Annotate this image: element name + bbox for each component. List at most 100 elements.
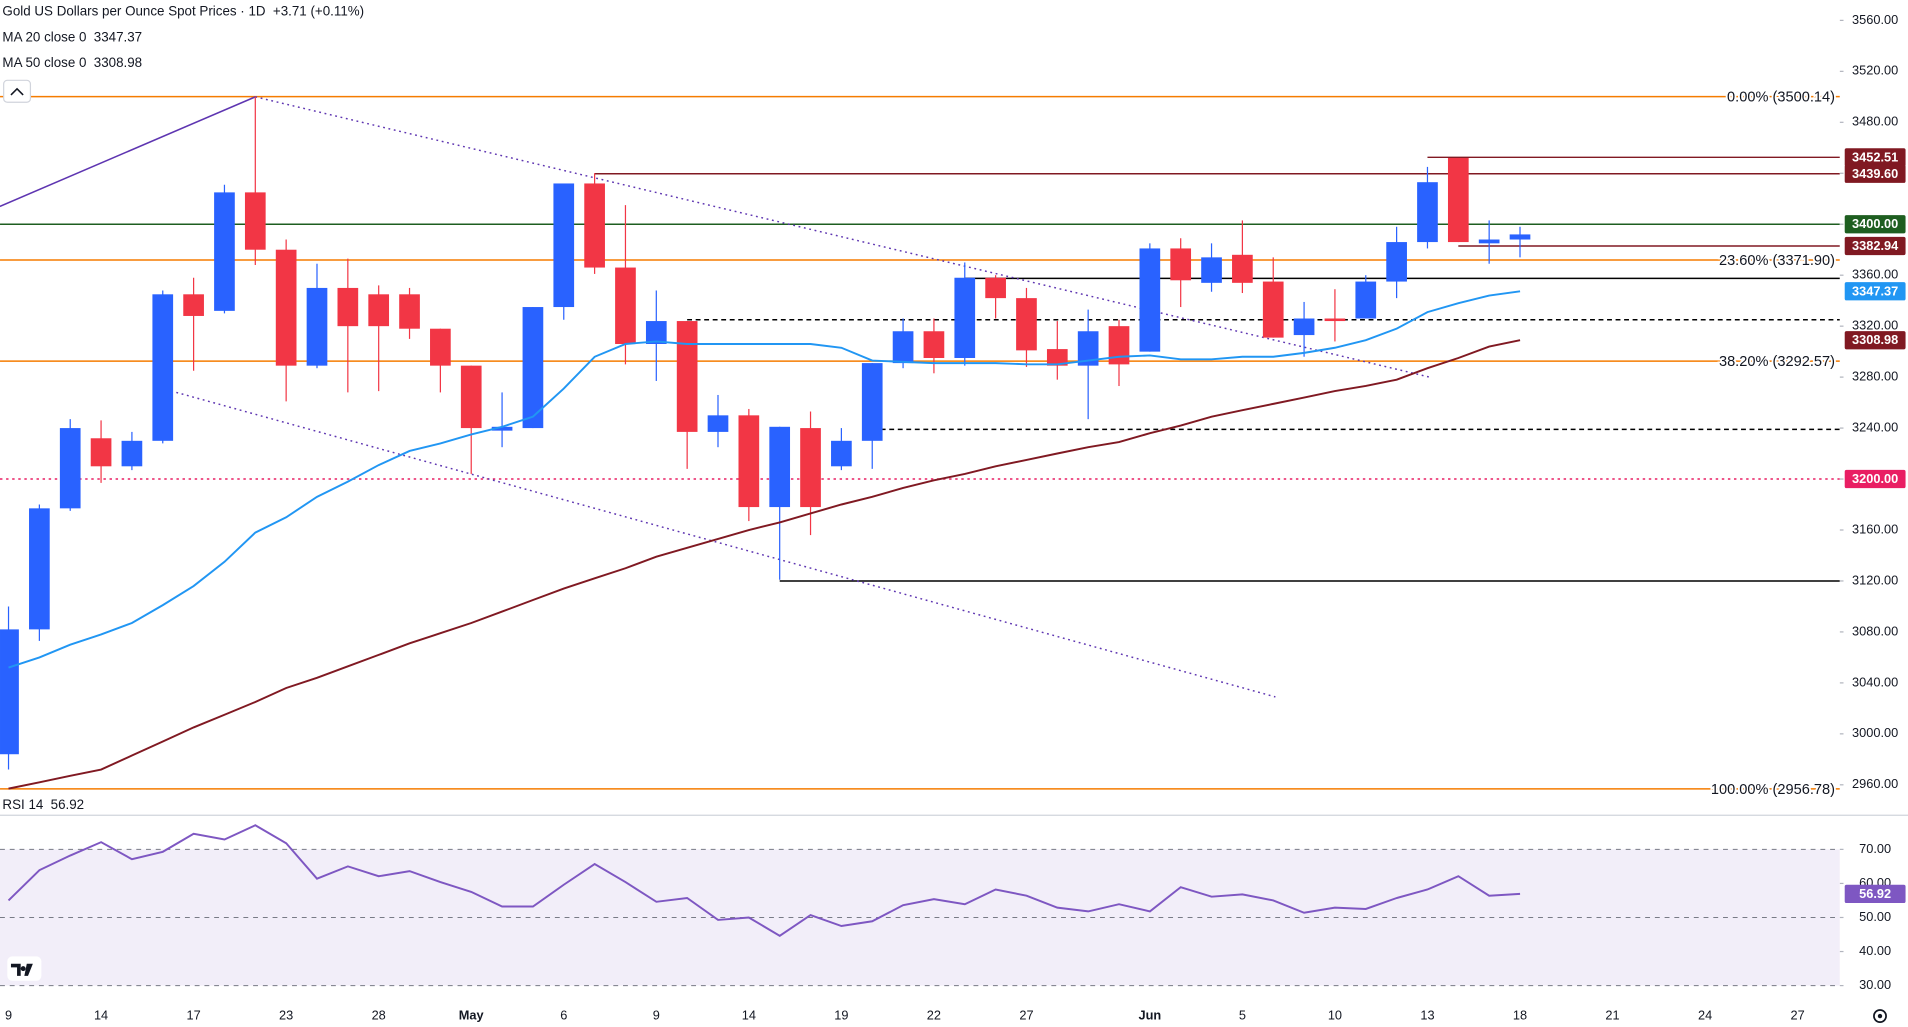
price-tag-label: 3452.51 <box>1852 149 1898 164</box>
candle-body <box>584 183 605 268</box>
price-tag <box>1844 215 1906 234</box>
logo <box>7 956 42 981</box>
candle-body <box>337 287 359 327</box>
x-tick-label: 19 <box>834 1007 848 1022</box>
x-tick-label: 5 <box>1239 1007 1246 1022</box>
candle-body <box>676 321 698 432</box>
trendline <box>0 96 256 208</box>
collapse-button[interactable] <box>3 79 32 103</box>
candle-body <box>460 365 482 429</box>
candle-body <box>183 294 204 316</box>
legend-name: RSI 14 <box>2 797 43 812</box>
candle-body <box>430 328 451 366</box>
collapse-box[interactable] <box>3 79 32 103</box>
legend-name: MA 20 close 0 <box>2 29 86 44</box>
candle-body <box>1016 298 1037 351</box>
x-tick-label: 28 <box>372 1007 386 1022</box>
candle-body <box>121 440 143 467</box>
candle-body <box>1509 234 1531 240</box>
x-tick-label: 27 <box>1019 1007 1033 1022</box>
candle-body <box>306 287 328 366</box>
y-tick-label: 50.00 <box>1859 909 1891 924</box>
candle-body <box>800 428 821 508</box>
collapse-icon <box>10 87 24 96</box>
price-tag <box>1844 164 1906 183</box>
price-tag-label: 3400.00 <box>1852 216 1898 231</box>
candle-body <box>1139 248 1161 352</box>
x-tick-label: May <box>459 1007 485 1022</box>
y-tick-label: 3120.00 <box>1852 572 1898 587</box>
x-tick-label: 14 <box>742 1007 756 1022</box>
price-tag-label: 3347.37 <box>1852 283 1898 298</box>
settings-dot <box>1877 1013 1883 1019</box>
price-tag <box>1844 469 1906 489</box>
candle-body <box>0 629 19 755</box>
price-tag <box>1844 282 1906 301</box>
candle-body <box>923 331 945 359</box>
price-panel <box>0 95 1840 790</box>
candle-body <box>522 307 544 429</box>
candle-body <box>645 321 667 344</box>
x-tick-label: 23 <box>279 1007 293 1022</box>
price-tag <box>1844 236 1906 256</box>
price-tag-label: 3382.94 <box>1852 238 1899 253</box>
x-tick-label: 22 <box>927 1007 941 1022</box>
candle-body <box>1447 157 1469 243</box>
candle-body <box>707 415 729 432</box>
candle-body <box>214 192 235 311</box>
candle-body <box>985 277 1006 299</box>
trendline <box>255 96 1430 378</box>
x-tick-label: Jun <box>1138 1007 1161 1022</box>
settings-icon[interactable] <box>1873 1009 1887 1023</box>
candle-body <box>1386 242 1407 282</box>
legend-value: 3308.98 <box>94 55 142 70</box>
candle-body <box>275 249 297 366</box>
legend-value: 3347.37 <box>94 29 142 44</box>
candle-body <box>29 508 50 630</box>
trendline <box>176 391 1276 698</box>
logo-mark <box>10 963 33 976</box>
candle-body <box>1478 239 1500 244</box>
candle-body <box>152 294 174 441</box>
y-tick-label: 3160.00 <box>1852 521 1898 536</box>
candle-body <box>1046 349 1068 366</box>
candle-body <box>399 294 420 329</box>
x-tick-label: 13 <box>1420 1007 1434 1022</box>
candle-body <box>1201 257 1222 283</box>
x-tick-label: 24 <box>1698 1007 1712 1022</box>
fib-label: 23.60% (3371.90) <box>1719 253 1835 269</box>
candle-body <box>1355 281 1377 319</box>
price-tag <box>1844 884 1906 904</box>
legend-name: MA 50 close 0 <box>2 55 86 70</box>
y-tick-label: 40.00 <box>1859 943 1891 958</box>
y-tick-label: 3520.00 <box>1852 63 1898 78</box>
x-tick-label: 9 <box>5 1007 12 1022</box>
candle-body <box>954 277 976 359</box>
candle-body <box>769 426 791 508</box>
fib-label: 0.00% (3500.14) <box>1727 90 1835 106</box>
legend-value: 56.92 <box>51 797 84 812</box>
candle-body <box>553 183 575 308</box>
series-line <box>7 824 1521 938</box>
price-tag <box>1844 148 1906 167</box>
candle-body <box>615 267 636 344</box>
fib-label: 38.20% (3292.57) <box>1719 354 1835 370</box>
price-tag <box>1844 331 1906 350</box>
candle-body <box>1293 318 1315 336</box>
candle-body <box>244 192 266 250</box>
candle-body <box>1077 331 1099 366</box>
price-tag-label: 3200.00 <box>1852 471 1898 486</box>
x-tick-label: 17 <box>187 1007 201 1022</box>
series-line <box>8 339 1521 790</box>
rsi-panel <box>0 824 1840 987</box>
chart-title: Gold US Dollars per Ounce Spot Prices · … <box>2 4 265 19</box>
fib-label: 100.00% (2956.78) <box>1711 782 1835 798</box>
settings-ring[interactable] <box>1873 1009 1887 1023</box>
y-tick-label: 70.00 <box>1859 841 1891 856</box>
y-tick-label: 3240.00 <box>1852 419 1898 434</box>
series-line <box>8 290 1521 669</box>
candle-body <box>861 363 883 441</box>
candle-body <box>1417 182 1438 243</box>
x-tick-label: 10 <box>1328 1007 1342 1022</box>
